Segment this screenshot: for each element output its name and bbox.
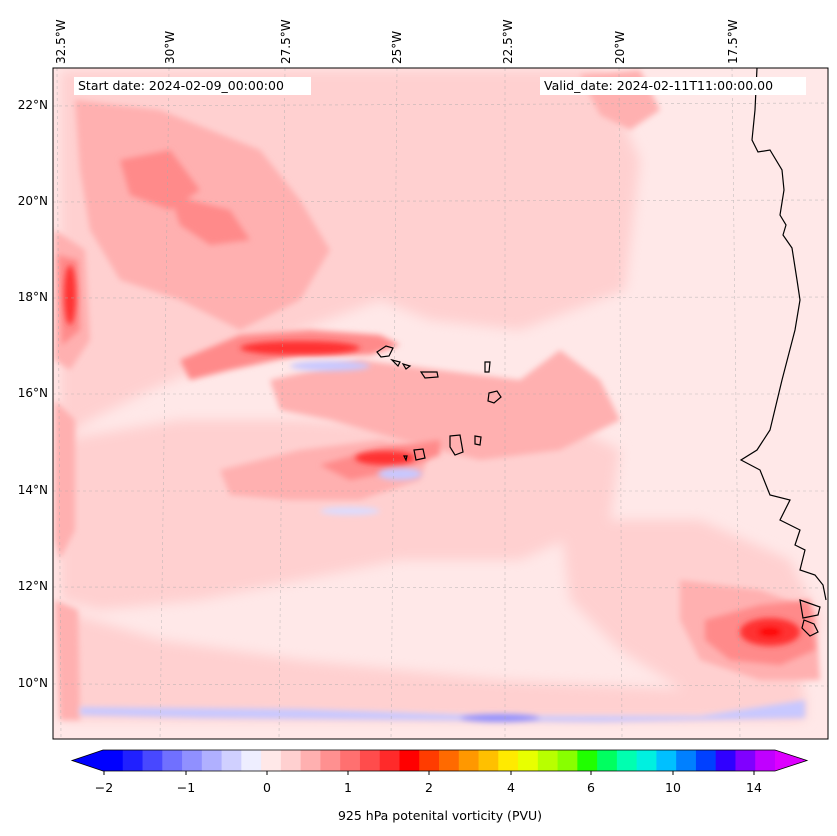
colorbar-segment: [597, 750, 618, 771]
start-date-label: Start date: 2024-02-09_00:00:00: [74, 77, 311, 95]
colorbar-segment: [439, 750, 460, 771]
colorbar-segment: [221, 750, 242, 771]
colorbar-outline: [70, 749, 809, 772]
lat-label: 20°N: [17, 194, 48, 208]
colorbar-min-extend: [72, 750, 103, 771]
colorbar-segment: [201, 750, 223, 771]
colorbar-segment: [735, 750, 756, 771]
colorbar-segment: [616, 750, 638, 771]
graticule: [53, 68, 828, 739]
lon-label: 20°W: [613, 30, 627, 64]
colorbar-tick-label: 4: [507, 780, 515, 795]
colorbar-segment: [142, 750, 163, 771]
colorbar-segment: [636, 750, 657, 771]
colorbar-segment: [419, 750, 440, 771]
lat-label: 10°N: [17, 676, 48, 690]
lon-label: 17.5°W: [726, 19, 740, 64]
colorbar-segment: [241, 750, 262, 771]
colorbar-segment: [478, 750, 499, 771]
lat-label: 14°N: [17, 483, 48, 497]
lat-label: 22°N: [17, 98, 48, 112]
map-frame: [52, 67, 829, 740]
africa-coastline: [739, 68, 827, 601]
lat-label: 16°N: [17, 386, 48, 400]
colorbar-segment: [537, 750, 559, 771]
colorbar-segment: [577, 750, 598, 771]
colorbar-tick-label: −2: [94, 780, 114, 795]
colorbar-segment: [458, 750, 480, 771]
colorbar-segment: [261, 750, 282, 771]
colorbar-segment: [676, 750, 697, 771]
colorbar-tick-label: 1: [344, 780, 352, 795]
lon-label: 25°W: [390, 30, 404, 64]
colorbar-tick-label: 10: [665, 780, 681, 795]
colorbar-tick-label: 14: [746, 780, 762, 795]
colorbar-tick-label: 0: [263, 780, 271, 795]
colorbar-tick-label: −1: [176, 780, 196, 795]
colorbar-max-extend: [775, 750, 807, 771]
colorbar-segment: [755, 750, 776, 771]
valid-date-label: Valid_date: 2024-02-11T11:00:00.00: [540, 77, 806, 95]
colorbar-segment: [122, 750, 144, 771]
colorbar-segment: [518, 750, 539, 771]
colorbar-segment: [320, 750, 341, 771]
negative-pv-bands: [80, 361, 805, 722]
colorbar-segment: [340, 750, 361, 771]
pv-maxima: [64, 265, 800, 646]
lat-label: 18°N: [17, 290, 48, 304]
colorbar-segment: [399, 750, 420, 771]
cape-verde-islands: [376, 345, 821, 637]
colorbar-segment: [656, 750, 677, 771]
lon-label: 22.5°W: [501, 19, 515, 64]
colorbar-tick-label: 6: [587, 780, 595, 795]
colorbar-title: 925 hPa potenital vorticity (PVU): [337, 808, 543, 823]
colorbar-segment: [715, 750, 736, 771]
colorbar-segment: [280, 750, 302, 771]
colorbar-segment: [103, 750, 124, 771]
lon-label: 32.5°W: [54, 19, 68, 64]
colorbar-segment: [300, 750, 321, 771]
lat-label: 12°N: [17, 579, 48, 593]
colorbar-segment: [162, 750, 183, 771]
colorbar-segment: [695, 750, 717, 771]
colorbar-segment: [379, 750, 400, 771]
colorbar: [70, 749, 809, 775]
colorbar-tick-label: 2: [425, 780, 433, 795]
colorbar-segment: [498, 750, 519, 771]
lon-label: 27.5°W: [279, 19, 293, 64]
colorbar-segment: [182, 750, 203, 771]
colorbar-segment: [557, 750, 578, 771]
colorbar-segment: [359, 750, 381, 771]
lon-label: 30°W: [163, 30, 177, 64]
